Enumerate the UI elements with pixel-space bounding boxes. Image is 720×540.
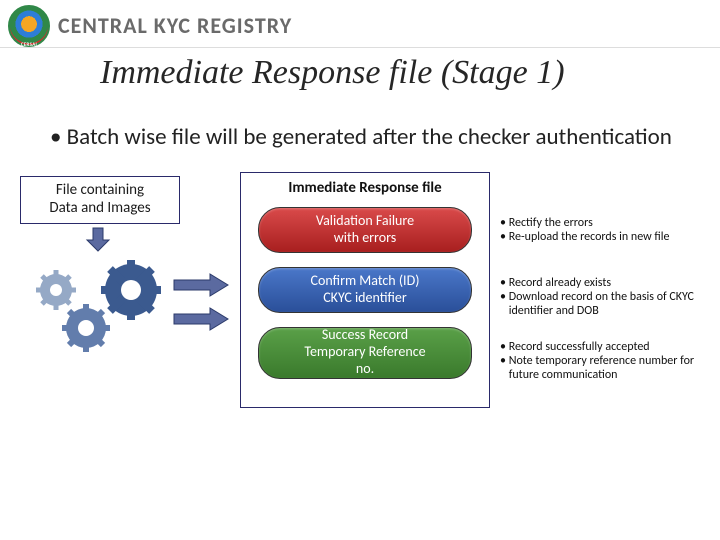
arrow-down-icon <box>85 226 111 252</box>
pill-line: Confirm Match (ID) <box>311 273 420 290</box>
notes-1: Record already exists Download record on… <box>500 276 710 319</box>
file-box: File containing Data and Images <box>20 176 180 224</box>
header: CENTRAL KYC REGISTRY <box>0 0 720 48</box>
notes-0: Rectify the errors Re-upload the records… <box>500 216 710 245</box>
pill-confirm-match: Confirm Match (ID) CKYC identifier <box>258 267 472 313</box>
response-panel-title: Immediate Response file <box>241 173 489 207</box>
main-bullet: Batch wise file will be generated after … <box>18 102 720 168</box>
pill-success-record: Success Record Temporary Reference no. <box>258 327 472 379</box>
file-box-line1: File containing <box>21 181 179 200</box>
cersai-logo <box>8 5 50 47</box>
pill-line: Success Record <box>322 327 408 344</box>
arrow-down-path <box>87 228 109 251</box>
arrow-right-1-icon <box>172 272 230 298</box>
header-title: CENTRAL KYC REGISTRY <box>58 12 292 39</box>
note-line: Record successfully accepted <box>500 340 710 354</box>
notes-2: Record successfully accepted Note tempor… <box>500 340 710 383</box>
response-panel: Immediate Response file Validation Failu… <box>240 172 490 408</box>
note-line: Re-upload the records in new file <box>500 230 710 244</box>
pill-line: CKYC identifier <box>323 290 407 307</box>
gears-icon <box>26 250 176 360</box>
note-line: Note temporary reference number for futu… <box>500 354 710 383</box>
file-box-line2: Data and Images <box>21 199 179 218</box>
note-line: Record already exists <box>500 276 710 290</box>
pill-line: Temporary Reference <box>304 344 425 361</box>
pill-line: no. <box>356 361 374 378</box>
arrow-right-2-icon <box>172 306 230 332</box>
pill-line: Validation Failure <box>316 213 414 230</box>
page-title: Immediate Response file (Stage 1) <box>0 48 720 102</box>
pill-validation-failure: Validation Failure with errors <box>258 207 472 253</box>
pill-line: with errors <box>334 230 396 247</box>
note-line: Rectify the errors <box>500 216 710 230</box>
note-line: Download record on the basis of CKYC ide… <box>500 290 710 319</box>
